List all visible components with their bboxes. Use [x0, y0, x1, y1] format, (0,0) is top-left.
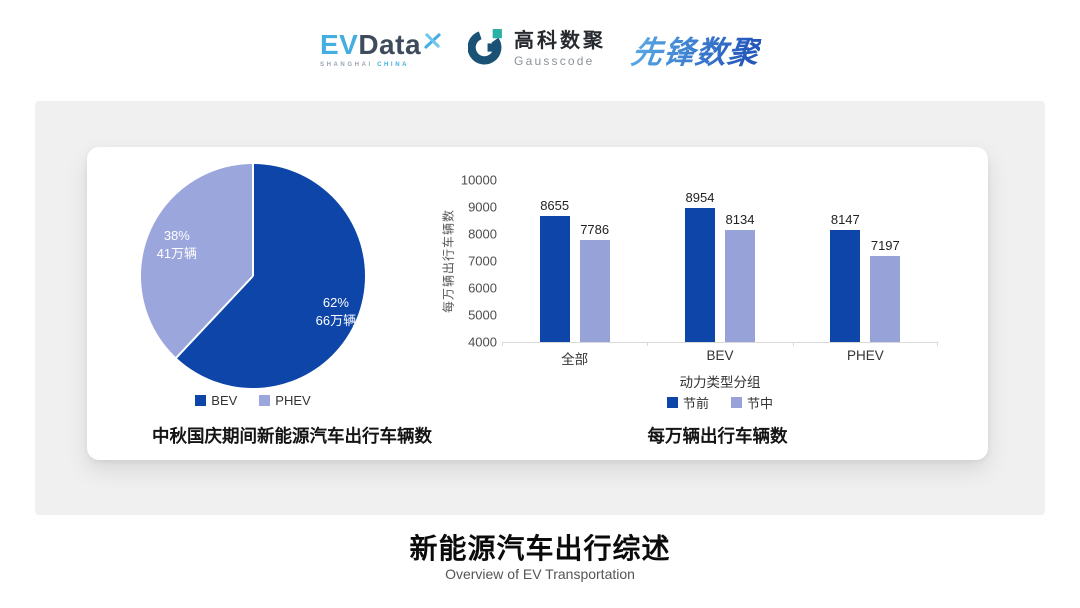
- bar-节前-全部: 8655: [539, 180, 570, 342]
- bar-value-label: 7786: [580, 221, 610, 237]
- bar: [684, 208, 715, 342]
- bar: [724, 230, 755, 342]
- x-category-label-全部: 全部: [561, 352, 589, 367]
- evdata-wordmark: EV Data: [319, 28, 442, 60]
- legend-swatch: [259, 395, 271, 406]
- header-logo-row: EV Data SHANGHAI CHINA: [0, 16, 1080, 82]
- gausscode-en-text: Gausscode: [514, 54, 595, 68]
- pie-legend: BEV PHEV: [141, 393, 365, 408]
- pie-divider-end: [175, 275, 254, 359]
- bar-group-全部: 8655 7786: [502, 180, 647, 342]
- legend-label: 节中: [747, 396, 774, 411]
- y-tick-label-4000: 4000: [468, 334, 497, 350]
- x-axis-tick: [937, 342, 938, 346]
- legend-item-PHEV: PHEV: [259, 393, 311, 408]
- bar-节前-BEV: 8954: [684, 180, 715, 342]
- y-tick-label-5000: 5000: [468, 307, 497, 323]
- bar-节前-PHEV: 8147: [830, 180, 861, 342]
- x-axis-tick: [502, 342, 503, 346]
- evdata-sub-china: CHINA: [377, 61, 410, 68]
- legend-label: 节前: [682, 396, 709, 411]
- bar-节中-PHEV: 7197: [870, 180, 901, 342]
- evdata-subtitle: SHANGHAI CHINA: [320, 62, 409, 68]
- bar-value-label: 8954: [685, 190, 715, 206]
- legend-label: PHEV: [275, 393, 311, 408]
- y-axis-ticks: 4000 5000 6000 7000 8000 9000 10000: [427, 173, 497, 350]
- bar-legend: 节前 节中: [502, 393, 938, 412]
- charts-card: 38% 41万辆 62% 66万辆 BEV PHEV 中秋国庆期间新能源汽车出行车…: [87, 147, 988, 460]
- bar-value-label: 8134: [725, 212, 755, 228]
- legend-swatch: [195, 395, 207, 406]
- pioneer-logo: 先锋数聚: [629, 27, 763, 72]
- bar: [870, 255, 901, 342]
- bar-group-PHEV: 8147 7197: [793, 180, 938, 342]
- x-axis-tick: [647, 342, 649, 346]
- evdata-sub-shanghai: SHANGHAI: [319, 61, 373, 68]
- legend-item-节前: 节前: [666, 393, 709, 412]
- gausscode-cn-text: 高科数聚: [514, 30, 607, 52]
- x-axis-tick: [792, 342, 794, 346]
- bar-节中-全部: 7786: [579, 180, 610, 342]
- evdata-x-icon: [423, 26, 442, 54]
- legend-item-BEV: BEV: [195, 393, 237, 408]
- gausscode-logo: 高科数聚 Gausscode: [467, 28, 606, 70]
- bar-group-BEV: 8954 8134: [647, 180, 792, 342]
- bar-value-label: 7197: [870, 237, 900, 253]
- legend-swatch: [666, 397, 678, 408]
- gausscode-wordmark: 高科数聚 Gausscode: [514, 30, 606, 68]
- y-tick-label-8000: 8000: [468, 226, 497, 242]
- y-tick-label-6000: 6000: [468, 280, 497, 296]
- pie-label-bev-value: 66万辆: [315, 312, 357, 328]
- pie-label-phev-percent: 38%: [163, 227, 190, 243]
- pie-label-bev-percent: 62%: [322, 294, 349, 310]
- y-tick-label-10000: 10000: [460, 172, 497, 188]
- bar-value-label: 8655: [540, 198, 570, 214]
- gausscode-icon: [467, 28, 505, 70]
- pie-label-phev: 38% 41万辆: [157, 226, 197, 262]
- y-tick-label-9000: 9000: [468, 199, 497, 215]
- bar-plot: 8655 7786 8954 8134 8147 7197: [502, 180, 938, 346]
- x-category-label-PHEV: PHEV: [846, 348, 884, 363]
- bar: [579, 239, 610, 342]
- pie-label-bev: 62% 66万辆: [316, 294, 356, 330]
- pie-divider-start: [252, 164, 254, 276]
- evdata-ev-text: EV: [319, 28, 359, 60]
- pie-chart-title: 中秋国庆期间新能源汽车出行车辆数: [152, 426, 432, 446]
- legend-label: BEV: [211, 393, 238, 408]
- bar-节中-BEV: 8134: [724, 180, 755, 342]
- page-subtitle: Overview of EV Transportation: [445, 566, 635, 582]
- bar-x-axis-label: 动力类型分组: [679, 375, 761, 390]
- x-category-label-BEV: BEV: [706, 348, 734, 363]
- evdata-data-text: Data: [358, 28, 422, 60]
- bar-chart-title: 每万辆出行车辆数: [647, 426, 788, 446]
- page-title: 新能源汽车出行综述: [409, 533, 671, 564]
- evdata-logo: EV Data SHANGHAI CHINA: [319, 28, 442, 68]
- y-tick-label-7000: 7000: [468, 253, 497, 269]
- content-panel: 38% 41万辆 62% 66万辆 BEV PHEV 中秋国庆期间新能源汽车出行车…: [35, 101, 1045, 515]
- bar: [830, 230, 861, 342]
- pie-label-phev-value: 41万辆: [156, 245, 198, 261]
- legend-item-节中: 节中: [731, 393, 773, 412]
- legend-swatch: [731, 397, 742, 408]
- bar: [539, 216, 570, 342]
- x-categories: 全部 BEV PHEV: [502, 348, 938, 368]
- bar-value-label: 8147: [830, 212, 860, 228]
- pie: 38% 41万辆 62% 66万辆: [141, 164, 365, 388]
